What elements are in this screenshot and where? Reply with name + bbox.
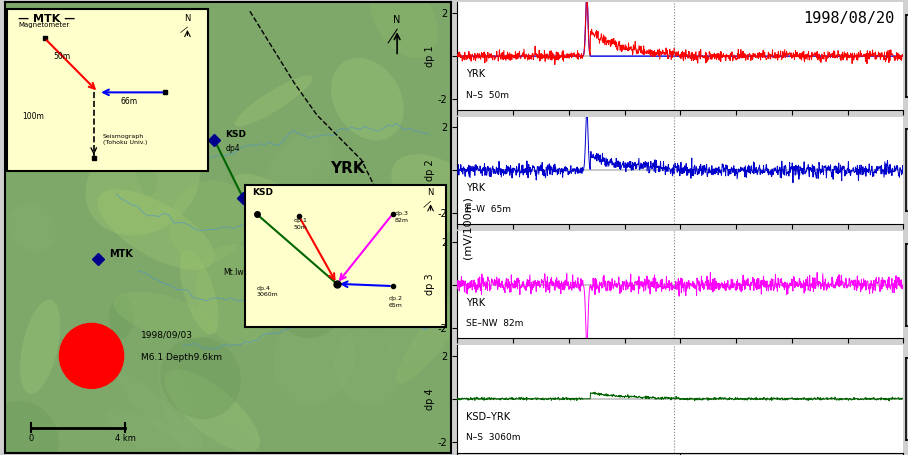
Text: 50m: 50m bbox=[293, 225, 308, 230]
Text: Magnetometer: Magnetometer bbox=[18, 22, 69, 28]
Ellipse shape bbox=[133, 136, 157, 197]
Text: YRK: YRK bbox=[252, 188, 274, 198]
Ellipse shape bbox=[391, 154, 490, 235]
Text: 1998/08/20: 1998/08/20 bbox=[804, 11, 894, 26]
Ellipse shape bbox=[334, 329, 400, 406]
Text: (mV/100m): (mV/100m) bbox=[462, 196, 473, 259]
Text: 66m: 66m bbox=[121, 96, 138, 106]
Ellipse shape bbox=[328, 253, 410, 350]
Text: YRK: YRK bbox=[467, 298, 486, 308]
Ellipse shape bbox=[248, 268, 354, 298]
Ellipse shape bbox=[158, 355, 202, 455]
Ellipse shape bbox=[117, 374, 193, 446]
Ellipse shape bbox=[169, 180, 249, 263]
Ellipse shape bbox=[16, 83, 88, 152]
Text: N: N bbox=[184, 14, 191, 23]
Circle shape bbox=[59, 324, 123, 388]
Ellipse shape bbox=[91, 0, 179, 80]
Text: dp.1: dp.1 bbox=[293, 218, 308, 223]
Text: 100m: 100m bbox=[23, 112, 44, 121]
Ellipse shape bbox=[252, 313, 279, 428]
Ellipse shape bbox=[256, 131, 333, 233]
Text: 1998/09/03: 1998/09/03 bbox=[141, 331, 192, 340]
Text: Seismograph
(Tohoku Univ.): Seismograph (Tohoku Univ.) bbox=[103, 134, 147, 145]
Y-axis label: dp 4: dp 4 bbox=[425, 388, 435, 410]
Text: — MTK —: — MTK — bbox=[18, 14, 75, 24]
Ellipse shape bbox=[397, 286, 471, 384]
FancyBboxPatch shape bbox=[245, 185, 446, 327]
Text: 4 km: 4 km bbox=[114, 435, 135, 444]
Ellipse shape bbox=[195, 244, 281, 345]
Text: dp4: dp4 bbox=[225, 144, 240, 153]
Text: 82m: 82m bbox=[395, 218, 409, 223]
Ellipse shape bbox=[309, 397, 389, 455]
Text: KSD: KSD bbox=[225, 131, 246, 139]
Ellipse shape bbox=[221, 288, 288, 314]
Ellipse shape bbox=[277, 273, 344, 338]
Ellipse shape bbox=[85, 131, 200, 236]
Ellipse shape bbox=[0, 401, 59, 455]
Text: KSD–YRK: KSD–YRK bbox=[467, 412, 510, 422]
Text: Mt.Iwate: Mt.Iwate bbox=[223, 268, 256, 277]
Text: MTK: MTK bbox=[109, 249, 133, 259]
Ellipse shape bbox=[161, 337, 241, 419]
Text: N: N bbox=[428, 188, 434, 197]
Ellipse shape bbox=[370, 0, 438, 58]
Text: 50m: 50m bbox=[54, 51, 71, 61]
Ellipse shape bbox=[34, 66, 123, 159]
Text: dp.3: dp.3 bbox=[395, 211, 409, 216]
Text: YRK: YRK bbox=[467, 183, 486, 193]
Ellipse shape bbox=[234, 76, 312, 126]
Text: M6.1 Depth9.6km: M6.1 Depth9.6km bbox=[141, 354, 222, 362]
FancyBboxPatch shape bbox=[6, 9, 208, 171]
Ellipse shape bbox=[164, 369, 260, 452]
Ellipse shape bbox=[114, 292, 213, 339]
Text: dp.4
3060m: dp.4 3060m bbox=[257, 286, 279, 297]
Ellipse shape bbox=[97, 190, 214, 270]
Text: dp.2: dp.2 bbox=[389, 296, 402, 301]
Y-axis label: dp 2: dp 2 bbox=[425, 160, 435, 181]
Text: YRK: YRK bbox=[331, 162, 365, 177]
Text: N–S  50m: N–S 50m bbox=[467, 91, 509, 100]
Text: E–W  65m: E–W 65m bbox=[467, 205, 511, 214]
Y-axis label: dp 3: dp 3 bbox=[425, 274, 435, 295]
Ellipse shape bbox=[0, 109, 37, 158]
Ellipse shape bbox=[180, 250, 219, 335]
Ellipse shape bbox=[8, 204, 55, 252]
Ellipse shape bbox=[279, 279, 309, 315]
Ellipse shape bbox=[331, 58, 404, 141]
Ellipse shape bbox=[311, 167, 340, 211]
Text: 65m: 65m bbox=[389, 303, 402, 308]
Ellipse shape bbox=[234, 174, 334, 238]
Ellipse shape bbox=[367, 192, 449, 232]
Text: SE–NW  82m: SE–NW 82m bbox=[467, 319, 524, 328]
Text: N: N bbox=[393, 15, 400, 25]
Ellipse shape bbox=[384, 293, 454, 362]
Ellipse shape bbox=[106, 409, 220, 455]
Text: 0: 0 bbox=[29, 435, 34, 444]
Text: KSD: KSD bbox=[252, 188, 273, 197]
Ellipse shape bbox=[109, 296, 134, 339]
Text: YRK: YRK bbox=[467, 69, 486, 79]
Text: N–S  3060m: N–S 3060m bbox=[467, 433, 521, 442]
Y-axis label: dp 1: dp 1 bbox=[425, 46, 435, 67]
Ellipse shape bbox=[183, 414, 263, 455]
Ellipse shape bbox=[273, 311, 355, 405]
Ellipse shape bbox=[20, 299, 60, 394]
